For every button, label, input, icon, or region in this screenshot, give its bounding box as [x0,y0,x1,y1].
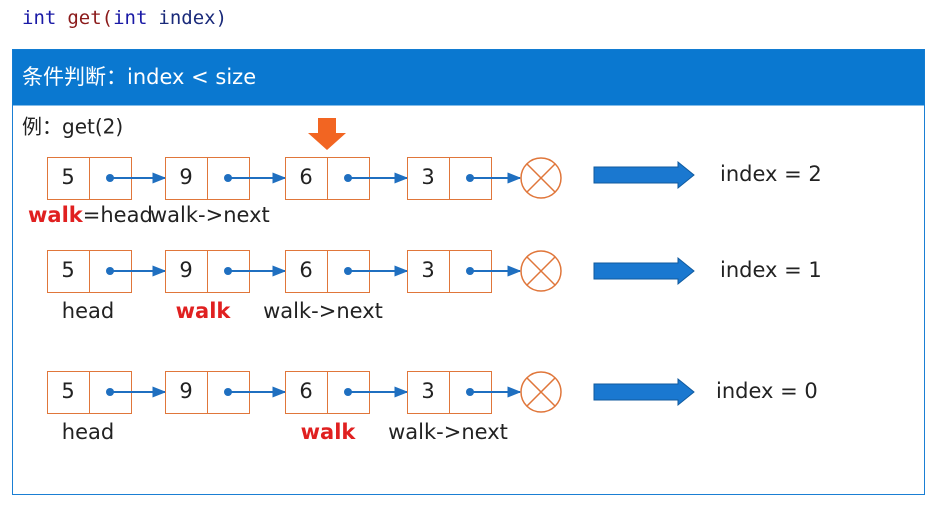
next-label: walk->next [263,299,383,323]
node-value: 5 [61,165,74,189]
null-cross [526,163,556,193]
index-text: index = 1 [720,258,822,282]
node-value: 3 [421,258,434,282]
node-value: 5 [61,258,74,282]
node-value-cell [165,250,208,293]
pointer-dot [466,174,474,182]
index-text: index = 0 [716,379,818,403]
pointer-dot [106,388,114,396]
node-value-cell [165,157,208,200]
pointer-dot [344,267,352,275]
pointer-dot [344,388,352,396]
pointer-dot [106,267,114,275]
current-marker [308,118,346,150]
node-value-cell [407,371,450,414]
node-value: 6 [299,379,312,403]
index-text: index = 2 [720,162,822,186]
node-value-cell [407,157,450,200]
node-value: 6 [299,165,312,189]
code-token: index) [158,7,227,29]
node-value-cell [407,250,450,293]
pointer-dot [224,174,232,182]
step-arrow [593,160,695,190]
node-value: 3 [421,379,434,403]
walk-label: walk [176,299,232,323]
panel-header [12,49,925,106]
node-value: 9 [179,165,192,189]
code-token: int [22,7,56,29]
node-value: 6 [299,258,312,282]
pointer-dot [466,388,474,396]
node-value: 9 [179,379,192,403]
pointer-dot [344,174,352,182]
next-label: walk->next [150,203,270,227]
walk-label: walk [28,203,84,227]
step-arrow [593,377,695,407]
node-value-cell [47,371,90,414]
example: 例：get(2) [22,115,123,139]
code-token: get( [67,7,113,29]
null-cross [526,256,556,286]
node-label: walk=head [28,203,153,227]
null-cross [526,377,556,407]
node-value: 3 [421,165,434,189]
node-value: 5 [61,379,74,403]
code-line: int get(int index) [22,7,227,29]
step-arrow [593,256,695,286]
pointer-dot [106,174,114,182]
head-label: =head [83,203,153,227]
panel-title: 条件判断：index < size [22,65,256,89]
code-token: int [113,7,147,29]
pointer-dot [224,267,232,275]
walk-label: walk [301,420,357,444]
head-label: head [62,420,114,444]
next-label: walk->next [388,420,508,444]
node-value: 9 [179,258,192,282]
head-label: head [62,299,114,323]
pointer-dot [466,267,474,275]
pointer-dot [224,388,232,396]
